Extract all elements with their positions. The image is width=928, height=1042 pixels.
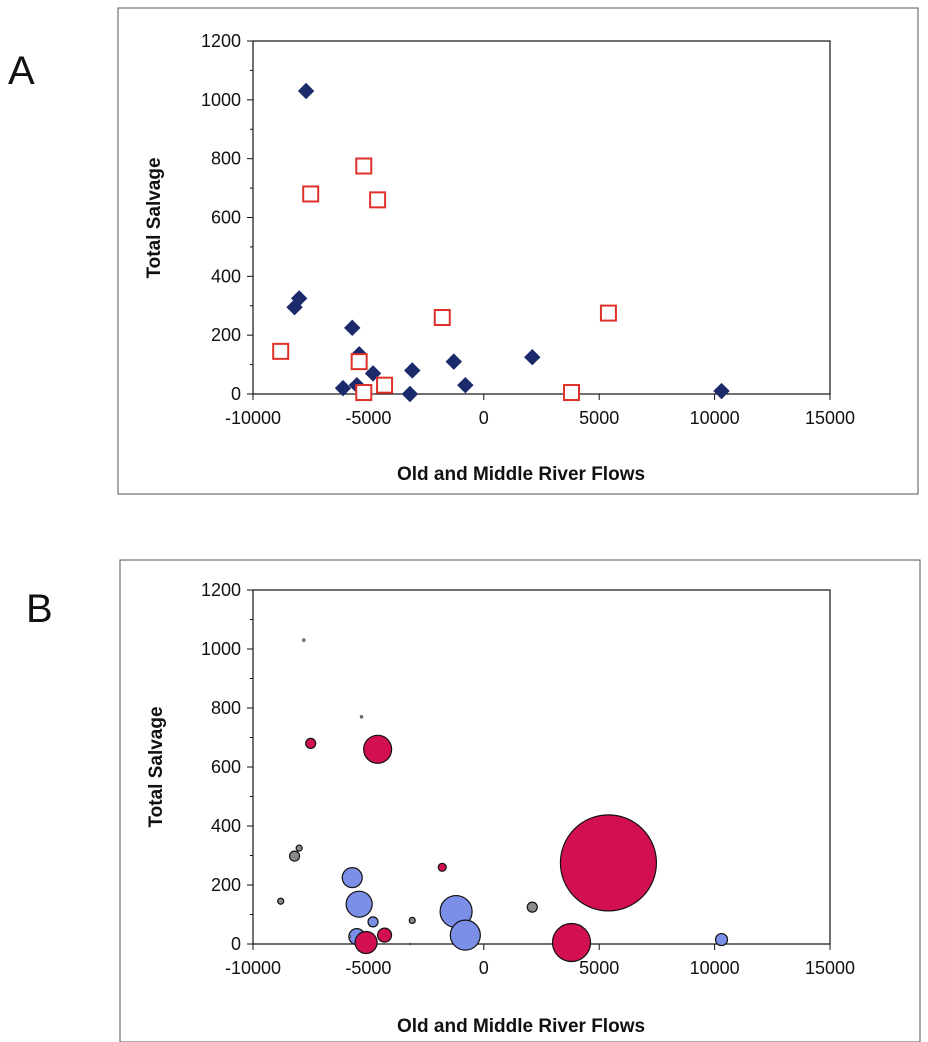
bubble-point <box>363 734 393 764</box>
diamond-point <box>445 353 463 370</box>
bubble-point <box>345 890 373 918</box>
panel-b-x-axis-title: Old and Middle River Flows <box>397 1016 645 1037</box>
panel-b-y-tick-label: 1000 <box>201 639 241 659</box>
bubble-point <box>348 935 352 938</box>
bubble-point <box>359 715 364 719</box>
panel-a-x-tick-label: 15000 <box>805 408 855 428</box>
panel-b: B 0 200 400 600 800 1000 1200 -10000 -5000 0 5000… <box>26 559 921 1042</box>
panel-b-x-tick-label: 0 <box>479 958 489 978</box>
panel-b-x-tick-label: 10000 <box>690 958 740 978</box>
panel-a-x-tick-label: 5000 <box>579 408 619 428</box>
square-point <box>599 304 617 322</box>
panel-a-y-tick-label: 600 <box>211 208 241 228</box>
panel-b-letter: B <box>26 587 53 631</box>
bubble-point <box>277 897 285 905</box>
diamond-point <box>334 379 352 397</box>
panel-a-y-tick-label: 1000 <box>201 90 241 110</box>
panel-a-frame <box>117 7 919 495</box>
panel-a-x-tick-label: -5000 <box>345 408 391 428</box>
panel-b-y-tick-label: 200 <box>211 875 241 895</box>
panel-b-x-tick-label: -5000 <box>345 958 391 978</box>
panel-b-y-axis-title: Total Salvage <box>146 706 167 827</box>
panel-b-y-tick-label: 1200 <box>201 580 241 600</box>
panel-a: A 0 200 400 600 800 1000 1200 -10000 -5000 0 5000… <box>8 7 919 495</box>
bubble-point <box>354 930 378 955</box>
diamond-point <box>401 385 419 403</box>
panel-b-y-tick-label: 600 <box>211 757 241 777</box>
panel-b-x-ticks: -10000 -5000 0 5000 10000 15000 <box>225 944 855 978</box>
diamond-point <box>344 319 361 337</box>
bubble-point <box>437 862 447 872</box>
panel-a-marks <box>272 82 730 403</box>
panel-b-y-tick-label: 0 <box>231 934 241 954</box>
diamond-point <box>286 299 303 316</box>
panel-b-y-tick-label: 400 <box>211 816 241 836</box>
bubble-point <box>408 942 412 946</box>
diamond-point <box>713 382 730 400</box>
square-point <box>302 185 320 203</box>
panel-a-x-tick-label: -10000 <box>225 408 281 428</box>
panel-a-y-tick-label: 200 <box>211 325 241 345</box>
panel-a-y-ticks: 0 200 400 600 800 1000 1200 <box>201 31 253 404</box>
square-point <box>350 353 368 371</box>
bubble-point <box>408 916 416 925</box>
panel-b-x-tick-label: 5000 <box>579 958 619 978</box>
bubble-point <box>376 927 393 943</box>
bubble-point <box>551 922 592 963</box>
bubble-point <box>288 850 301 862</box>
diamond-point <box>457 376 474 394</box>
panel-a-y-tick-label: 400 <box>211 266 241 286</box>
diamond-point <box>297 82 315 100</box>
panel-a-y-axis-title: Total Salvage <box>144 157 165 278</box>
panel-b-x-tick-label: 15000 <box>805 958 855 978</box>
bubble-point <box>305 737 317 750</box>
panel-a-x-tick-label: 10000 <box>690 408 740 428</box>
panel-a-letter: A <box>8 49 35 93</box>
panel-b-y-tick-label: 800 <box>211 698 241 718</box>
bubble-point <box>367 916 379 928</box>
bubble-point <box>559 814 658 912</box>
panel-a-x-axis-title: Old and Middle River Flows <box>397 464 645 485</box>
bubble-point <box>526 901 538 913</box>
panel-a-x-ticks: -10000 -5000 0 5000 10000 15000 <box>225 394 855 428</box>
bubble-point <box>302 638 306 642</box>
square-point <box>272 342 290 360</box>
bubble-point <box>714 932 729 947</box>
panel-b-marks <box>277 638 729 963</box>
panel-a-y-tick-label: 800 <box>211 149 241 169</box>
bubble-point <box>341 867 363 889</box>
square-point <box>433 309 451 327</box>
square-point <box>369 191 387 209</box>
panel-a-x-tick-label: 0 <box>479 408 489 428</box>
square-point <box>563 384 581 402</box>
panel-a-y-tick-label: 0 <box>231 384 241 404</box>
diamond-point <box>524 349 541 366</box>
panel-b-y-ticks: 0 200 400 600 800 1000 1200 <box>201 580 253 954</box>
panel-b-x-tick-label: -10000 <box>225 958 281 978</box>
square-point <box>355 157 373 175</box>
panel-a-y-tick-label: 1200 <box>201 31 241 51</box>
bubble-point <box>295 844 303 852</box>
square-point <box>376 376 394 394</box>
square-point <box>355 384 373 402</box>
diamond-point <box>404 362 421 379</box>
bubble-point <box>449 919 481 951</box>
